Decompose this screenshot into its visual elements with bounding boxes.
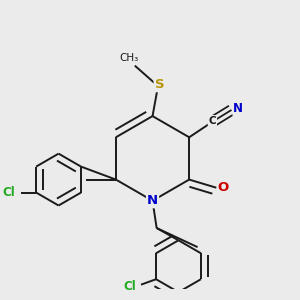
Text: Cl: Cl	[124, 280, 136, 292]
Text: N: N	[233, 102, 243, 115]
Text: Cl: Cl	[2, 186, 15, 199]
Text: CH₃: CH₃	[120, 53, 139, 63]
Text: O: O	[218, 181, 229, 194]
Text: C: C	[208, 116, 216, 126]
Text: S: S	[154, 78, 164, 91]
Text: N: N	[147, 194, 158, 207]
